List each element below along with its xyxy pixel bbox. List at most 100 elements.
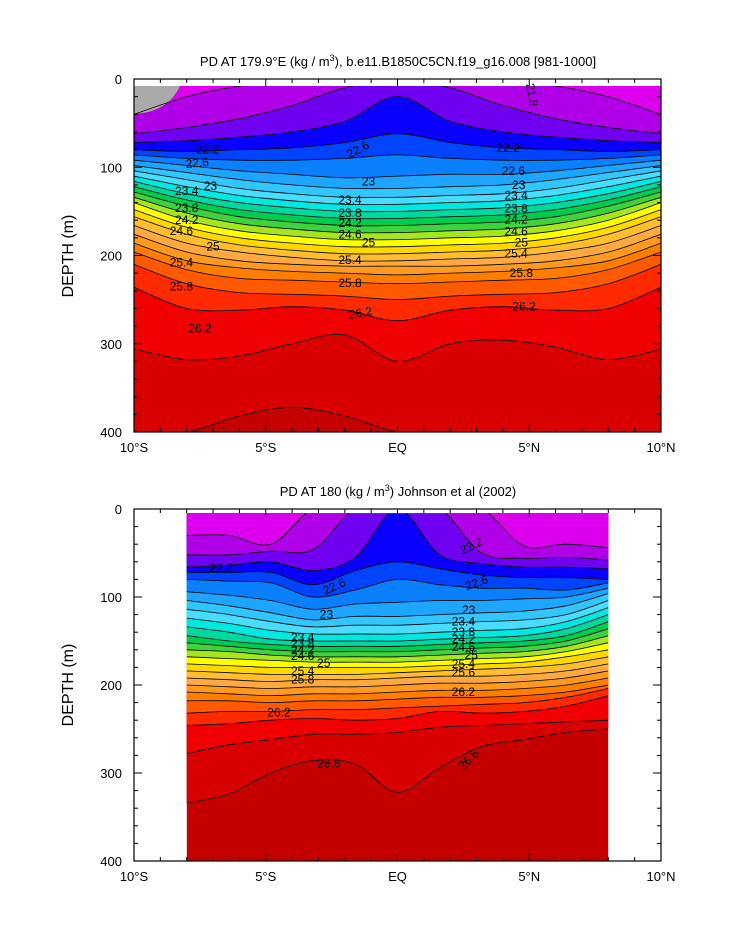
top-contour-23 [134,159,661,179]
bottom-filled-contours [186,513,609,861]
bottom-contour-label: 22.2 [209,561,233,575]
top-contour-24.6 [134,202,661,241]
bottom-contour-label: 23.8 [452,625,476,639]
top-y-tick-label: 300 [100,337,122,352]
top-missing-data-patch [134,86,180,115]
top-contour-label: 24.2 [504,212,528,226]
top-contour-label: 25 [206,240,220,254]
top-x-tick-label: 5°N [518,440,540,455]
top-contour-label: 25 [362,235,376,249]
top-panel: PD AT 179.9°E (kg / m3), b.e11.B1850C5CN… [60,53,676,455]
bottom-contour-24.4 [186,635,609,658]
top-contour-label: 22.6 [185,155,210,171]
top-band-22.2 [134,86,661,134]
top-contour-23.8 [134,181,661,213]
bottom-contour-24 [186,621,609,647]
bottom-y-tick-label: 200 [100,678,122,693]
bottom-y-tick-label: 100 [100,590,122,605]
top-contour-label: 25 [515,235,529,249]
bottom-x-tick-label: 5°S [255,869,276,884]
bottom-contour-label: 25.4 [452,657,476,671]
bottom-contour-25.6 [186,677,609,697]
bottom-y-tick-label: 400 [100,854,122,869]
bottom-x-tick-label: EQ [388,869,407,884]
bottom-y-axis-title: DEPTH (m) [60,644,77,727]
bottom-contour-label: 24.2 [291,643,315,657]
bottom-y-tick-label: 300 [100,766,122,781]
top-contour-label: 25.8 [170,279,194,293]
top-y-tick-label: 200 [100,249,122,264]
top-contour-label: 23 [204,179,218,193]
bottom-contour-25.2 [186,663,609,682]
bottom-contour-24.8 [186,649,609,668]
bottom-contour-25.4 [186,670,609,689]
top-contour-22.8 [134,154,661,161]
top-y-axis-title: DEPTH (m) [60,215,77,298]
bottom-contour-label: 26.2 [452,685,476,699]
bottom-contour-label: 26.6 [317,756,341,770]
bottom-contour-label: 26.2 [267,705,291,719]
top-x-tick-label: 10°S [120,440,149,455]
bottom-contour-23.6 [186,607,609,635]
bottom-contour-label: 23.8 [291,637,315,651]
bottom-contour-label: 23 [320,608,334,622]
top-contour-label: 23.8 [504,202,528,216]
top-x-tick-label: 5°S [255,440,276,455]
top-contour-26.4 [134,333,661,362]
top-y-tick-label: 400 [100,425,122,440]
top-contour-label: 24.6 [170,224,194,238]
top-contour-label: 25.4 [170,256,194,270]
bottom-contour-22.4 [186,513,609,572]
bottom-contour-label: 25 [465,648,479,662]
top-contour-label: 22.2 [496,141,520,155]
top-contour-25.2 [134,225,661,262]
bottom-band-22 [186,513,609,549]
top-contour-label: 25.4 [504,247,528,261]
bottom-contour-label: 25.6 [452,666,476,680]
bottom-contour-22 [186,513,609,549]
top-contour-25.6 [134,242,661,276]
bottom-contour-23.4 [186,600,609,628]
bottom-x-tick-label: 10°N [646,869,675,884]
top-contour-label: 23 [512,178,526,192]
top-contour-22.4 [134,96,661,143]
top-contour-25.8 [134,251,661,285]
top-contour-26 [134,263,661,301]
top-contour-label: 21.8 [523,82,541,108]
bottom-x-tick-label: 10°S [120,869,149,884]
top-contour-label: 24.6 [338,227,362,241]
bottom-contour-label: 25 [317,656,331,670]
top-contour-23.2 [134,165,661,190]
top-contour-26.2 [134,286,661,322]
top-band-22 [134,86,661,115]
bottom-contour-25 [186,656,609,675]
top-x-tick-label: EQ [388,440,407,455]
top-filled-contours [134,86,661,432]
bottom-contour-25.8 [186,684,609,704]
bottom-contour-22.8 [186,578,609,598]
top-contour-label: 23.8 [175,201,199,215]
top-contour-22 [134,86,661,115]
bottom-contour-23.8 [186,614,609,642]
top-contour-22.6 [134,133,661,152]
top-contour-label: 24.2 [338,216,362,230]
top-contour-24.2 [134,191,661,227]
bottom-contour-26 [186,688,609,714]
top-contour-label: 26.2 [188,322,212,336]
top-plot-area: 21.822.222.62323.423.824.224.62525.425.8… [100,72,675,455]
top-contour-label: 26.2 [348,304,374,322]
bottom-contour-26.2 [186,695,609,726]
top-contour-label: 24.2 [175,213,199,227]
bottom-contour-24.6 [186,642,609,663]
bottom-contour-label: 24.6 [291,649,315,663]
top-contour-label: 23.4 [338,193,362,207]
bottom-y-tick-label: 0 [115,502,122,517]
bottom-panel: PD AT 180 (kg / m3) Johnson et al (2002)… [60,483,676,884]
top-y-tick-label: 0 [115,72,122,87]
top-contour-24.4 [134,196,661,234]
bottom-contour-22.6 [186,561,609,586]
bottom-contour-22.2 [186,513,609,561]
bottom-contour-26.6 [186,728,609,804]
bottom-contour-23 [186,587,609,610]
